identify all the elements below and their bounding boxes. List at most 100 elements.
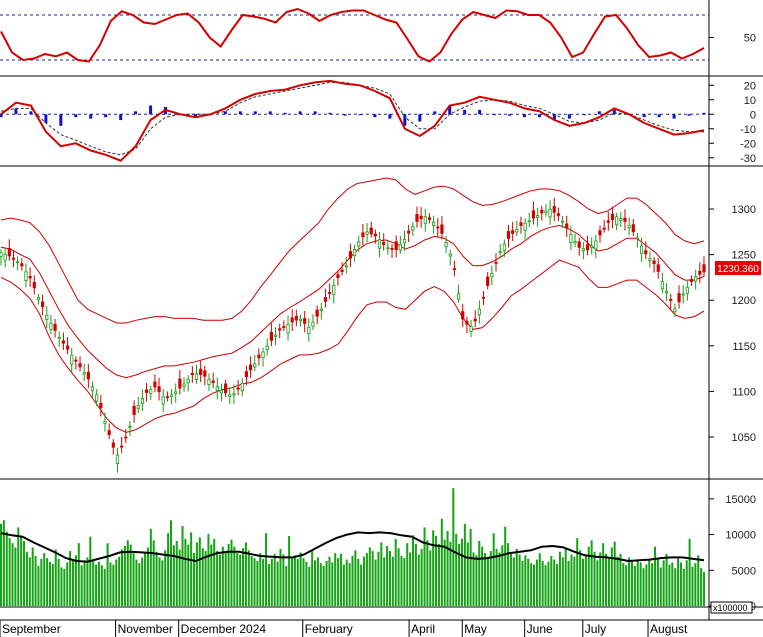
price-candle-body bbox=[498, 251, 502, 254]
price-y-tick-label: 1250 bbox=[732, 250, 756, 262]
price-candle-body bbox=[311, 321, 315, 327]
price-candle-body bbox=[269, 332, 273, 341]
price-candle-body bbox=[519, 222, 523, 226]
volume-bar bbox=[308, 566, 311, 606]
volume-bar bbox=[651, 563, 654, 606]
volume-bar bbox=[77, 543, 80, 606]
volume-bar bbox=[164, 550, 167, 606]
volume-bar bbox=[331, 562, 334, 606]
bollinger-middle-band bbox=[0, 224, 705, 379]
volume-bar bbox=[659, 567, 662, 606]
price-candle-body bbox=[0, 252, 3, 257]
macd-histogram-bar bbox=[59, 114, 63, 126]
price-candle-body bbox=[294, 315, 298, 321]
macd-histogram-bar bbox=[134, 111, 138, 115]
volume-bar bbox=[72, 558, 75, 606]
volume-bar bbox=[259, 553, 262, 606]
macd-y-tick-label: 10 bbox=[744, 95, 756, 107]
price-candle-body bbox=[161, 396, 165, 405]
macd-y-tick-label: 0 bbox=[750, 109, 756, 121]
macd-histogram-bar bbox=[149, 105, 153, 115]
volume-bar bbox=[590, 540, 593, 606]
price-candle-body bbox=[640, 245, 644, 254]
price-candle-body bbox=[240, 382, 244, 392]
volume-bar bbox=[628, 557, 631, 606]
price-candle-body bbox=[506, 231, 511, 239]
price-candle-body bbox=[511, 230, 515, 234]
volume-bar bbox=[472, 552, 475, 606]
price-candle-body bbox=[352, 248, 357, 257]
macd-histogram-bar bbox=[328, 112, 332, 115]
volume-bar bbox=[509, 553, 512, 606]
volume-bar bbox=[169, 520, 172, 606]
volume-bar bbox=[400, 556, 403, 606]
volume-bar bbox=[556, 563, 559, 606]
volume-bar bbox=[679, 562, 682, 606]
macd-histogram-bar bbox=[358, 114, 362, 116]
volume-bar bbox=[17, 527, 20, 606]
volume-bar bbox=[31, 547, 34, 606]
volume-bar bbox=[538, 553, 541, 606]
price-badge-background bbox=[715, 261, 761, 275]
volume-bar bbox=[95, 564, 98, 606]
volume-bar bbox=[201, 548, 204, 606]
volume-bar bbox=[354, 550, 357, 606]
volume-bar bbox=[648, 558, 651, 606]
price-candle-body bbox=[436, 226, 440, 229]
price-candle-body bbox=[531, 210, 536, 219]
price-candle-body bbox=[656, 264, 660, 272]
volume-bar bbox=[57, 558, 60, 606]
volume-bar bbox=[233, 546, 236, 606]
volume-bar bbox=[677, 557, 680, 606]
volume-bar bbox=[112, 564, 115, 606]
volume-bar bbox=[642, 568, 645, 606]
volume-bar bbox=[37, 566, 40, 606]
price-candle-body bbox=[323, 297, 328, 302]
volume-bar bbox=[423, 527, 426, 606]
volume-bar bbox=[109, 562, 112, 606]
macd-histogram-bar bbox=[14, 108, 18, 115]
volume-bar bbox=[290, 557, 293, 606]
price-candle-body bbox=[169, 394, 174, 398]
price-candle-body bbox=[28, 276, 32, 279]
volume-bar bbox=[167, 533, 170, 606]
volume-bar bbox=[550, 556, 553, 606]
volume-y-tick-label: 0 bbox=[750, 601, 756, 613]
volume-bar bbox=[190, 532, 193, 606]
price-candle-body bbox=[590, 245, 594, 249]
price-candle-body bbox=[698, 270, 702, 275]
price-candle-body bbox=[194, 373, 199, 380]
volume-bar bbox=[602, 543, 605, 606]
price-candle-body bbox=[677, 293, 681, 303]
price-candle-body bbox=[182, 383, 186, 387]
volume-bar bbox=[322, 566, 325, 606]
price-candle-body bbox=[548, 208, 552, 218]
volume-bar bbox=[547, 561, 550, 606]
price-candle-body bbox=[619, 218, 623, 221]
volume-bar bbox=[498, 552, 501, 606]
price-candle-body bbox=[402, 238, 407, 244]
volume-bar bbox=[296, 558, 299, 606]
volume-bar bbox=[161, 560, 164, 606]
volume-bar bbox=[665, 553, 668, 606]
macd-histogram-bar bbox=[388, 114, 392, 119]
price-candle-body bbox=[61, 340, 65, 344]
volume-bar bbox=[521, 561, 524, 606]
volume-bar bbox=[256, 561, 259, 606]
volume-bar bbox=[596, 560, 599, 606]
volume-bar bbox=[437, 543, 440, 606]
macd-histogram-bar bbox=[119, 114, 123, 121]
macd-histogram-bar bbox=[657, 114, 661, 118]
price-candle-body bbox=[652, 260, 656, 264]
volume-bar bbox=[253, 558, 256, 606]
price-candle-body bbox=[7, 247, 11, 257]
volume-bar bbox=[478, 541, 481, 606]
volume-bar bbox=[449, 541, 452, 606]
volume-bar bbox=[558, 551, 561, 606]
volume-bar bbox=[51, 563, 54, 606]
volume-unit-label: x100000 bbox=[713, 603, 748, 613]
price-y-tick-label: 1150 bbox=[732, 341, 756, 353]
x-axis: September November December 2024 February Ap… bbox=[0, 620, 688, 637]
price-y-tick-label: 1050 bbox=[732, 432, 756, 444]
volume-bar bbox=[155, 551, 158, 606]
